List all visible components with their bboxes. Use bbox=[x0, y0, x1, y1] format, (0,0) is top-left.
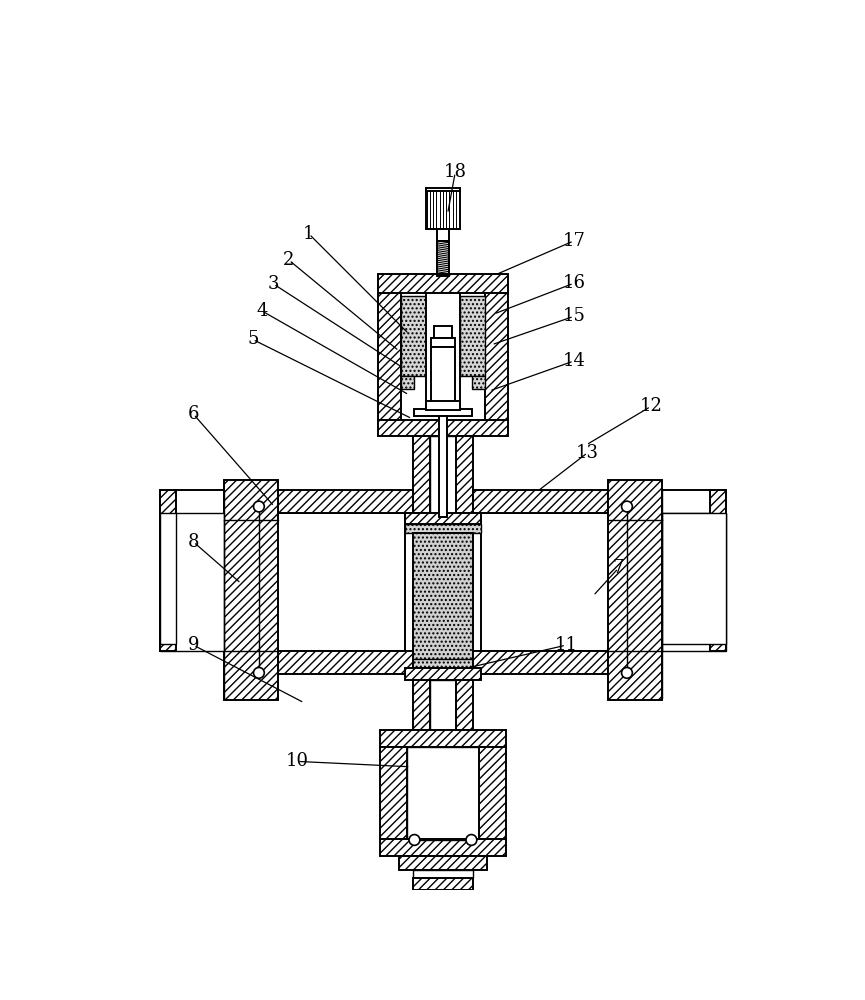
Bar bbox=[473, 651, 608, 674]
Circle shape bbox=[466, 835, 477, 845]
Circle shape bbox=[622, 667, 632, 678]
Bar bbox=[160, 490, 224, 651]
Bar bbox=[662, 490, 726, 651]
Bar bbox=[380, 730, 506, 747]
Bar bbox=[405, 668, 481, 680]
Text: 18: 18 bbox=[444, 163, 467, 181]
Bar bbox=[460, 296, 484, 376]
Bar bbox=[437, 229, 449, 241]
Circle shape bbox=[409, 835, 420, 845]
Bar bbox=[413, 870, 473, 878]
Bar bbox=[378, 293, 401, 420]
Bar bbox=[378, 274, 508, 293]
Bar bbox=[380, 839, 506, 856]
Bar bbox=[437, 241, 449, 276]
Bar bbox=[413, 436, 430, 513]
Text: 9: 9 bbox=[188, 636, 199, 654]
Bar bbox=[426, 189, 460, 229]
Bar bbox=[426, 293, 460, 416]
Bar bbox=[484, 293, 508, 420]
Text: 10: 10 bbox=[286, 752, 309, 770]
Text: 16: 16 bbox=[562, 274, 586, 292]
Circle shape bbox=[253, 667, 265, 678]
Bar bbox=[479, 747, 506, 839]
Circle shape bbox=[622, 501, 632, 512]
Bar bbox=[431, 347, 455, 409]
Text: 17: 17 bbox=[562, 232, 586, 250]
Text: 8: 8 bbox=[188, 533, 199, 551]
Text: 2: 2 bbox=[283, 251, 295, 269]
Bar bbox=[439, 416, 447, 517]
Bar bbox=[710, 490, 726, 651]
Bar bbox=[413, 878, 473, 890]
Bar bbox=[481, 513, 726, 651]
Bar bbox=[279, 490, 413, 513]
Bar bbox=[662, 513, 726, 644]
Bar bbox=[405, 524, 481, 533]
Bar bbox=[401, 376, 413, 389]
Text: 5: 5 bbox=[247, 330, 259, 348]
Bar bbox=[224, 480, 279, 700]
Text: 11: 11 bbox=[554, 636, 578, 654]
Text: 6: 6 bbox=[188, 405, 199, 423]
Bar bbox=[378, 420, 508, 436]
Bar bbox=[401, 296, 426, 376]
Bar bbox=[405, 513, 481, 524]
Bar bbox=[380, 747, 407, 839]
Bar bbox=[160, 513, 176, 644]
Text: 14: 14 bbox=[562, 352, 586, 370]
Bar bbox=[279, 651, 413, 674]
Bar bbox=[473, 490, 608, 513]
Bar bbox=[399, 856, 487, 870]
Bar bbox=[662, 513, 726, 651]
Bar bbox=[608, 480, 662, 700]
Text: 1: 1 bbox=[304, 225, 315, 243]
Bar bbox=[472, 376, 484, 389]
Text: 7: 7 bbox=[612, 559, 625, 577]
Bar bbox=[430, 680, 456, 730]
Circle shape bbox=[253, 501, 265, 512]
Bar bbox=[433, 326, 452, 338]
Bar bbox=[160, 490, 176, 651]
Text: 3: 3 bbox=[268, 275, 279, 293]
Text: 12: 12 bbox=[639, 397, 663, 415]
Bar bbox=[431, 338, 455, 347]
Bar bbox=[160, 513, 224, 651]
Bar bbox=[456, 436, 473, 513]
Bar bbox=[426, 401, 460, 410]
Bar bbox=[407, 747, 479, 839]
Bar bbox=[405, 659, 481, 668]
Text: 13: 13 bbox=[576, 444, 599, 462]
Bar bbox=[160, 513, 405, 651]
Bar bbox=[426, 188, 460, 191]
Text: 4: 4 bbox=[256, 302, 267, 320]
Bar bbox=[456, 680, 473, 730]
Bar bbox=[430, 436, 456, 513]
Text: 15: 15 bbox=[562, 307, 586, 325]
Bar bbox=[413, 533, 473, 668]
Bar bbox=[413, 409, 472, 416]
Bar bbox=[413, 680, 430, 730]
